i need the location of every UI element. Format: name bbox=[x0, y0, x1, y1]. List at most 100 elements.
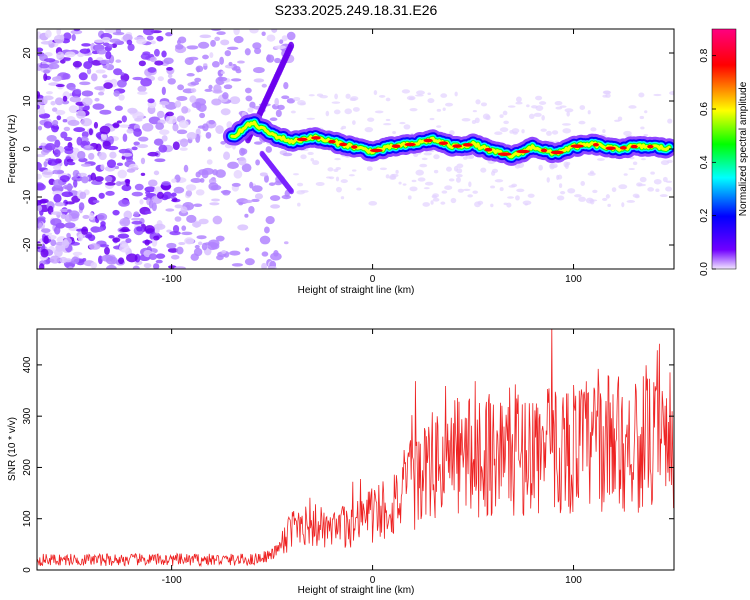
spectrogram-noise-blob bbox=[251, 198, 260, 203]
spectrogram-noise-blob bbox=[499, 114, 504, 119]
spectrogram-noise-blob bbox=[38, 107, 46, 116]
spectrogram-noise-blob bbox=[154, 48, 160, 57]
spectrogram-noise-blob bbox=[224, 50, 232, 57]
spectrogram-noise-blob bbox=[54, 226, 61, 235]
spectrogram-noise-blob bbox=[241, 163, 252, 173]
spectrogram-noise-blob bbox=[59, 175, 70, 183]
spectrogram-noise-blob bbox=[448, 178, 455, 182]
spectrogram-noise-blob bbox=[96, 212, 108, 221]
spectrogram-noise-blob bbox=[165, 32, 173, 37]
spectrogram-noise-blob bbox=[53, 34, 65, 44]
spectrogram-noise-blob bbox=[133, 211, 140, 217]
spectrogram-noise-blob bbox=[37, 216, 46, 221]
spectrogram-noise-blob bbox=[73, 127, 86, 133]
spectrogram-noise-blob bbox=[38, 263, 45, 269]
spectrogram-noise-blob bbox=[215, 235, 225, 242]
spectrogram-noise-blob bbox=[63, 32, 72, 41]
spectrogram-hot-spot bbox=[592, 142, 599, 147]
spectrogram-noise-blob bbox=[55, 84, 65, 88]
spectrogram-noise-blob bbox=[147, 151, 159, 157]
spectrogram-noise-blob bbox=[399, 121, 406, 125]
spectrogram-noise-blob bbox=[653, 178, 662, 185]
spectrogram-noise-blob bbox=[186, 45, 199, 50]
spectrogram-noise-blob bbox=[621, 202, 625, 208]
spectrogram-noise-blob bbox=[546, 177, 550, 183]
snr-ytick-label: 0 bbox=[22, 567, 33, 573]
spectrogram-noise-blob bbox=[411, 179, 417, 183]
spectrogram-noise-blob bbox=[126, 128, 134, 134]
spectrogram-noise-blob bbox=[308, 94, 315, 97]
spectrogram-noise-blob bbox=[115, 29, 122, 34]
spectrogram-noise-blob bbox=[614, 119, 621, 122]
spectrogram-noise-blob bbox=[419, 163, 428, 168]
spectrogram-noise-blob bbox=[39, 198, 49, 204]
spectrogram-noise-blob bbox=[249, 181, 254, 189]
spectrogram-noise-blob bbox=[427, 92, 432, 96]
spectrogram-noise-blob bbox=[499, 187, 504, 192]
spectrogram-noise-blob bbox=[38, 222, 43, 229]
spectrogram-noise-blob bbox=[275, 109, 282, 118]
spectrogram-noise-blob bbox=[261, 251, 269, 257]
spectrogram-noise-blob bbox=[165, 115, 177, 125]
spectrogram-noise-blob bbox=[194, 244, 200, 249]
spectrogram-noise-blob bbox=[43, 160, 48, 168]
spectrogram-noise-blob bbox=[300, 154, 307, 160]
spectrogram-noise-blob bbox=[116, 79, 127, 88]
spectrogram-noise-blob bbox=[81, 176, 89, 184]
spectrogram-noise-blob bbox=[395, 169, 399, 174]
spectrogram-noise-blob bbox=[172, 141, 180, 151]
spectrogram-noise-blob bbox=[113, 90, 120, 97]
spectrogram-noise-blob bbox=[185, 184, 197, 191]
spectrogram-hot-spot bbox=[570, 144, 584, 148]
spectrogram-noise-blob bbox=[286, 31, 296, 41]
spectrogram-noise-blob bbox=[46, 91, 53, 95]
spectrogram-noise-blob bbox=[430, 200, 434, 205]
spectrogram-noise-blob bbox=[43, 58, 56, 63]
spectrogram-noise-blob bbox=[269, 195, 281, 201]
spectrogram-noise-blob bbox=[319, 94, 328, 99]
spectrogram-noise-blob bbox=[98, 91, 105, 96]
spectrogram-noise-blob bbox=[220, 140, 226, 145]
spectrogram-noise-blob bbox=[427, 98, 435, 104]
spectrogram-noise-blob bbox=[364, 127, 374, 133]
spectrogram-noise-blob bbox=[183, 164, 189, 173]
spectrogram-noise-blob bbox=[596, 158, 605, 161]
spectrogram-noise-blob bbox=[137, 144, 149, 149]
spectrogram-noise-blob bbox=[144, 210, 152, 215]
spectrogram-noise-blob bbox=[274, 57, 281, 64]
spectrogram-noise-blob bbox=[297, 100, 306, 106]
spectrogram-noise-blob bbox=[54, 139, 61, 148]
spectrogram-noise-blob bbox=[325, 110, 330, 117]
spectrogram-noise-blob bbox=[64, 51, 76, 58]
snr-xlabel: Height of straight line (km) bbox=[298, 585, 415, 596]
spectrogram-noise-blob bbox=[199, 112, 206, 119]
spectrogram-noise-blob bbox=[210, 39, 216, 47]
spectrogram-noise-blob bbox=[219, 56, 225, 65]
spectrogram-noise-blob bbox=[104, 29, 117, 34]
spectrogram-noise-blob bbox=[37, 173, 42, 180]
spectrogram-noise-blob bbox=[522, 200, 532, 205]
spectrogram-noise-blob bbox=[229, 250, 241, 256]
spectrogram-noise-blob bbox=[161, 86, 166, 96]
spectrogram-noise-blob bbox=[195, 128, 201, 136]
spectrogram-xlabel: Height of straight line (km) bbox=[298, 285, 415, 296]
spectrogram-noise-blob bbox=[436, 125, 442, 128]
spectrogram-noise-blob bbox=[266, 54, 271, 62]
spectrogram-noise-blob bbox=[63, 145, 74, 151]
spectrogram-noise-blob bbox=[101, 254, 114, 262]
spectrogram-noise-blob bbox=[602, 197, 608, 201]
spectrogram-noise-blob bbox=[66, 232, 71, 239]
spectrogram-noise-blob bbox=[98, 192, 105, 199]
spectrogram-noise-blob bbox=[77, 150, 86, 160]
spectrogram-noise-blob bbox=[37, 125, 43, 131]
spectrogram-noise-blob bbox=[62, 118, 68, 123]
spectrogram-noise-blob bbox=[639, 115, 645, 120]
spectrogram-noise-blob bbox=[292, 96, 301, 101]
spectrogram-noise-blob bbox=[67, 119, 80, 126]
spectrogram-noise-blob bbox=[335, 186, 342, 193]
spectrogram-noise-blob bbox=[579, 105, 586, 111]
spectrogram-noise-blob bbox=[334, 93, 338, 100]
spectrogram-noise-blob bbox=[589, 170, 594, 175]
spectrogram-noise-blob bbox=[144, 186, 156, 193]
spectrogram-noise-blob bbox=[238, 202, 244, 206]
